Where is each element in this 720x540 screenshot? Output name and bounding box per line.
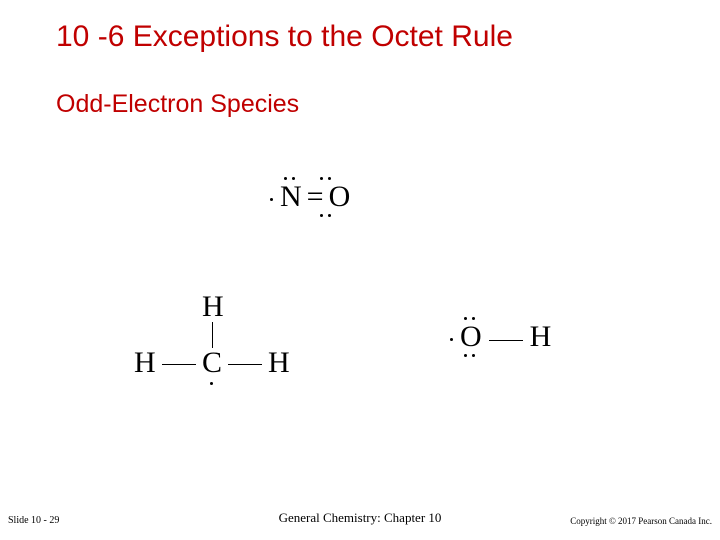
lone-pair-dot	[284, 177, 287, 180]
atom-c: C	[202, 346, 222, 380]
lone-pair-dot	[464, 354, 467, 357]
lone-pair-dot	[328, 214, 331, 217]
atom-h-top: H	[202, 290, 224, 324]
lone-pair-dot	[472, 317, 475, 320]
atom-o: O	[329, 180, 351, 214]
lone-pair-dot	[464, 317, 467, 320]
slide-subtitle: Odd-Electron Species	[56, 90, 299, 119]
double-bond: =	[307, 180, 324, 214]
footer-slide-number: Slide 10 - 29	[8, 515, 59, 526]
lone-pair-dot	[472, 354, 475, 357]
formula-ch3: H H C H	[128, 290, 298, 410]
atom-h-left: H	[134, 346, 156, 380]
bond-single	[489, 340, 523, 341]
lone-pair-dot	[320, 214, 323, 217]
atom-h-right: H	[268, 346, 290, 380]
bond-left	[162, 364, 196, 365]
radical-dot	[210, 382, 213, 385]
lone-pair-dot	[328, 177, 331, 180]
slide: 10 -6 Exceptions to the Octet Rule Odd-E…	[0, 0, 720, 540]
formula-no: N = O	[280, 180, 350, 214]
atom-n: N	[280, 180, 302, 214]
footer-copyright: Copyright © 2017 Pearson Canada Inc.	[570, 516, 712, 526]
atom-o: O	[460, 320, 482, 354]
radical-dot	[450, 338, 453, 341]
formula-oh: O H	[460, 320, 551, 354]
lone-pair-dot	[292, 177, 295, 180]
footer-chapter: General Chemistry: Chapter 10	[279, 510, 442, 526]
bond-vertical	[212, 322, 213, 348]
radical-dot	[270, 198, 273, 201]
atom-h: H	[530, 320, 552, 354]
bond-right	[228, 364, 262, 365]
lone-pair-dot	[320, 177, 323, 180]
slide-title: 10 -6 Exceptions to the Octet Rule	[56, 20, 513, 54]
